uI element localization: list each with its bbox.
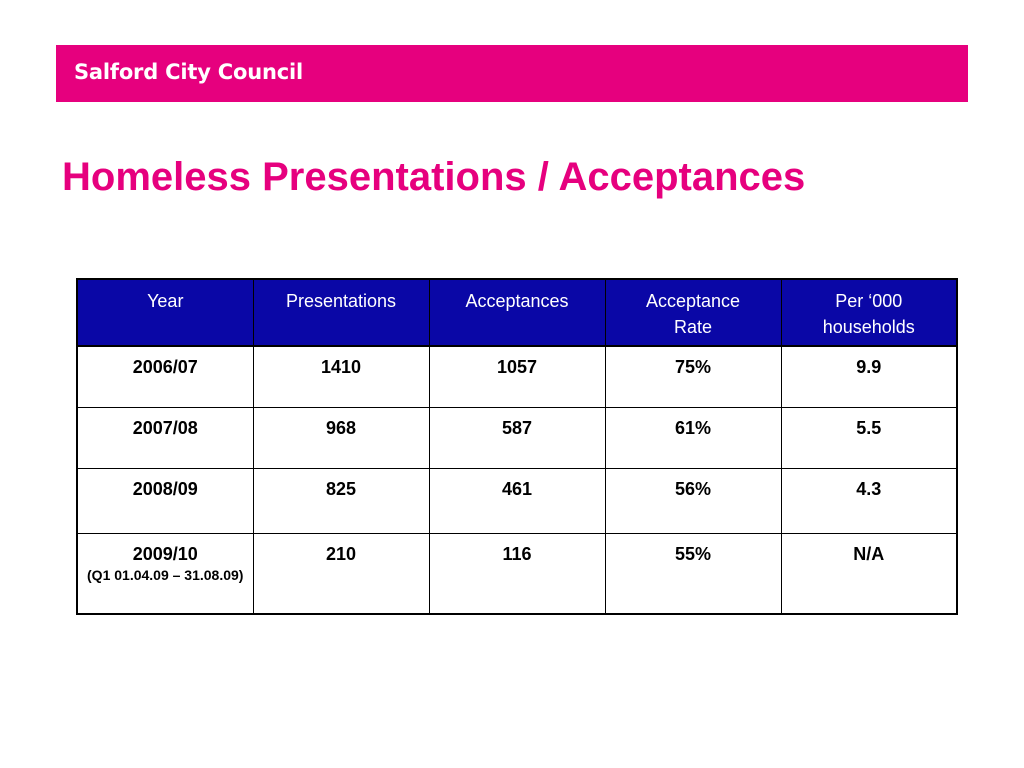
column-header-acceptance-rate: Acceptance Rate — [604, 279, 782, 347]
cell-presentations: 1410 — [252, 345, 430, 408]
cell-presentations: 210 — [252, 533, 430, 615]
table-row: 2008/09 825 461 56% 4.3 — [76, 468, 958, 534]
homeless-data-table: Year Presentations Acceptances Acceptanc… — [76, 278, 958, 615]
column-header-year: Year — [76, 279, 254, 347]
cell-per-000-households: 9.9 — [780, 345, 958, 408]
cell-acceptance-rate: 56% — [604, 468, 782, 534]
cell-acceptances: 116 — [428, 533, 606, 615]
cell-per-000-households: 4.3 — [780, 468, 958, 534]
column-header-acceptances: Acceptances — [428, 279, 606, 347]
brand-logo-text: Salford City Council — [74, 60, 303, 84]
cell-year: 2007/08 — [76, 407, 254, 469]
cell-per-000-households: N/A — [780, 533, 958, 615]
cell-per-000-households: 5.5 — [780, 407, 958, 469]
cell-acceptance-rate: 55% — [604, 533, 782, 615]
column-header-per-000-households: Per ‘000 households — [780, 279, 958, 347]
cell-year-note: (Q1 01.04.09 – 31.08.09) — [87, 567, 244, 583]
cell-year: 2009/10 (Q1 01.04.09 – 31.08.09) — [76, 533, 254, 615]
cell-presentations: 968 — [252, 407, 430, 469]
cell-acceptances: 461 — [428, 468, 606, 534]
table-row: 2009/10 (Q1 01.04.09 – 31.08.09) 210 116… — [76, 533, 958, 615]
cell-year: 2006/07 — [76, 345, 254, 408]
header-banner: Salford City Council — [56, 45, 968, 102]
page-title: Homeless Presentations / Acceptances — [62, 155, 806, 199]
table-row: 2006/07 1410 1057 75% 9.9 — [76, 345, 958, 408]
cell-presentations: 825 — [252, 468, 430, 534]
cell-acceptance-rate: 75% — [604, 345, 782, 408]
table-row: 2007/08 968 587 61% 5.5 — [76, 407, 958, 469]
cell-acceptances: 587 — [428, 407, 606, 469]
cell-acceptances: 1057 — [428, 345, 606, 408]
cell-year: 2008/09 — [76, 468, 254, 534]
column-header-presentations: Presentations — [252, 279, 430, 347]
table-header-row: Year Presentations Acceptances Acceptanc… — [76, 279, 958, 347]
cell-acceptance-rate: 61% — [604, 407, 782, 469]
cell-year-value: 2009/10 — [132, 544, 198, 564]
